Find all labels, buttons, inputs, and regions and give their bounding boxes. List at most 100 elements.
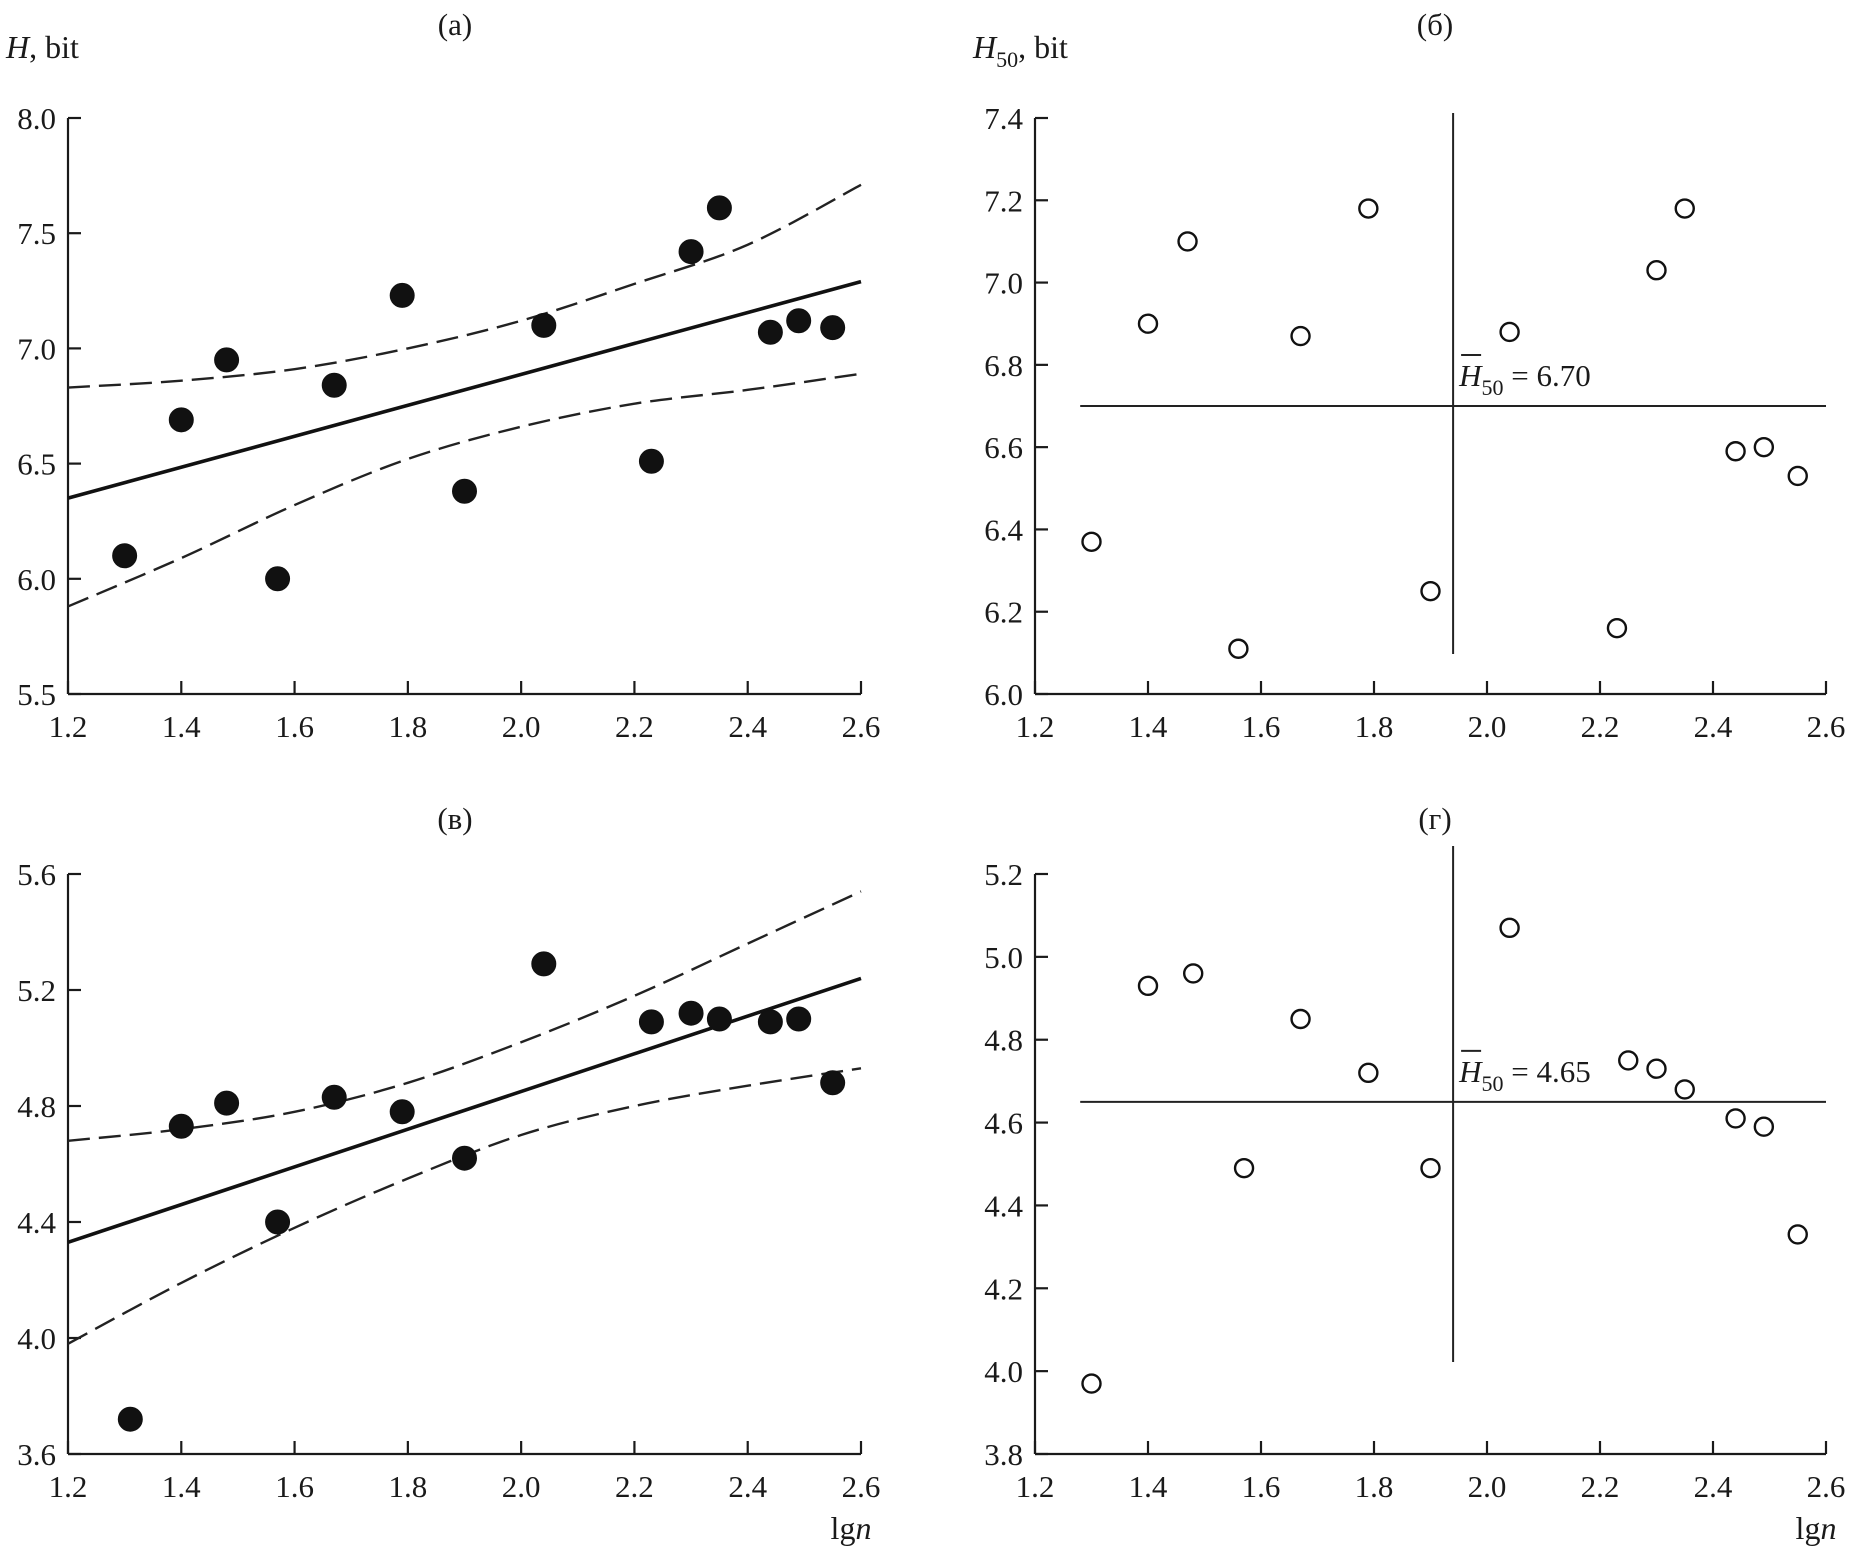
- x-tick-label: 2.4: [1694, 1469, 1733, 1504]
- data-point: [1606, 617, 1628, 639]
- confidence-band-upper: [67, 890, 862, 1142]
- data-point: [1674, 1079, 1695, 1100]
- y-axis-label: H, bit: [5, 29, 79, 65]
- data-point: [321, 372, 347, 398]
- y-tick-label: 7.5: [17, 216, 56, 251]
- data-point: [1290, 325, 1311, 347]
- x-tick-label: 1.8: [388, 1469, 427, 1504]
- data-point: [389, 282, 415, 308]
- y-tick-label: 5.2: [17, 973, 56, 1008]
- data-point: [1646, 260, 1667, 281]
- data-point: [1787, 465, 1808, 487]
- x-axis-label: lgn: [1796, 1510, 1837, 1546]
- x-tick-label: 2.2: [1581, 709, 1620, 744]
- x-tick-label: 2.0: [502, 709, 541, 744]
- data-point: [638, 1009, 664, 1035]
- y-tick-label: 4.2: [984, 1271, 1023, 1306]
- y-tick-label: 4.8: [17, 1089, 56, 1124]
- data-point: [1137, 313, 1159, 334]
- mean-label: H50 = 6.70: [1458, 358, 1591, 400]
- y-tick-label: 6.6: [984, 430, 1023, 465]
- data-point: [117, 1406, 143, 1432]
- x-tick-label: 1.8: [1355, 709, 1394, 744]
- data-point: [531, 312, 557, 338]
- x-tick-label: 2.4: [1694, 709, 1733, 744]
- data-point: [1674, 198, 1695, 219]
- y-tick-label: 7.0: [984, 266, 1023, 301]
- data-point: [1137, 975, 1159, 997]
- x-tick-label: 2.4: [728, 1469, 767, 1504]
- panel-title: (б): [1417, 7, 1453, 42]
- confidence-band-upper: [67, 183, 862, 389]
- data-point: [1233, 1157, 1255, 1179]
- data-point: [1358, 1062, 1379, 1084]
- x-tick-label: 2.2: [615, 709, 654, 744]
- data-point: [678, 1000, 704, 1026]
- data-point: [1618, 1050, 1639, 1071]
- data-point: [1290, 1008, 1311, 1030]
- data-point: [1725, 441, 1746, 462]
- data-point: [757, 1009, 783, 1035]
- data-point: [820, 1070, 846, 1096]
- data-point: [1420, 580, 1441, 602]
- data-point: [638, 448, 664, 474]
- y-tick-label: 3.6: [17, 1437, 56, 1472]
- data-point: [706, 1006, 732, 1032]
- x-tick-label: 1.2: [49, 709, 88, 744]
- y-tick-label: 3.8: [984, 1437, 1023, 1472]
- data-point: [214, 347, 240, 373]
- y-tick-label: 4.8: [984, 1023, 1023, 1058]
- data-point: [531, 951, 557, 977]
- y-tick-label: 5.0: [984, 940, 1023, 975]
- data-point: [452, 1145, 477, 1171]
- data-point: [265, 566, 291, 592]
- data-point: [452, 478, 477, 504]
- y-tick-label: 4.0: [984, 1354, 1023, 1389]
- data-point: [820, 315, 846, 341]
- x-tick-label: 1.6: [275, 709, 314, 744]
- data-point: [1081, 1373, 1102, 1394]
- x-tick-label: 2.0: [502, 1469, 541, 1504]
- data-point: [112, 543, 138, 569]
- data-point: [1725, 1108, 1746, 1129]
- y-tick-label: 4.0: [17, 1321, 56, 1356]
- x-tick-label: 2.6: [842, 1469, 881, 1504]
- data-point: [321, 1084, 347, 1110]
- y-tick-label: 6.2: [984, 595, 1023, 630]
- data-point: [1753, 1116, 1775, 1137]
- panel-title: (г): [1418, 801, 1451, 836]
- y-tick-label: 6.0: [17, 562, 56, 597]
- chart-panel-b: (б) 1.2 1.4 1.6 1.8 2.0 2.2 2.4 2.6 6.0 6.2 6.4 6.6 6…: [972, 7, 1845, 744]
- x-tick-label: 1.4: [1129, 1469, 1168, 1504]
- data-point: [1177, 231, 1198, 252]
- mean-label: H50 = 4.65: [1458, 1054, 1591, 1096]
- x-tick-label: 1.6: [1242, 1469, 1281, 1504]
- data-point: [786, 1006, 812, 1032]
- data-point: [1358, 198, 1379, 219]
- data-point: [1499, 917, 1520, 939]
- y-tick-label: 5.5: [17, 677, 56, 712]
- x-tick-label: 1.4: [162, 709, 201, 744]
- chart-panel-c: (в) 1.2 1.4 1.6 1.8 2.0 2.2 2.4 2.6 3.6 4.0 4.4 4.8 5…: [17, 801, 880, 1546]
- regression-line: [67, 279, 862, 500]
- x-tick-label: 2.6: [1807, 709, 1846, 744]
- y-tick-label: 8.0: [17, 101, 56, 136]
- data-point: [1787, 1224, 1808, 1245]
- x-tick-label: 1.6: [1242, 709, 1281, 744]
- chart-panel-d: (г) 1.2 1.4 1.6 1.8 2.0 2.2 2.4 2.6 3.8 4.0 4.2 4.4 4…: [984, 801, 1845, 1546]
- data-point: [678, 239, 704, 265]
- panel-title: (а): [438, 7, 472, 42]
- data-point: [1228, 638, 1249, 659]
- confidence-band-lower: [67, 372, 862, 608]
- y-tick-label: 4.6: [984, 1106, 1023, 1141]
- data-point: [389, 1099, 415, 1125]
- y-tick-label: 7.4: [984, 101, 1023, 136]
- x-tick-label: 1.6: [275, 1469, 314, 1504]
- y-tick-label: 7.2: [984, 183, 1023, 218]
- x-axis-label: lgn: [831, 1510, 872, 1546]
- chart-panel-a: (а) 1.2 1.4 1.6 1.8 2.0 2.2 2.4 2.6 5.5 6.0 6.5 7.0 7…: [5, 7, 880, 744]
- data-point: [1646, 1058, 1667, 1079]
- data-point: [1499, 321, 1520, 343]
- panel-title: (в): [437, 801, 472, 836]
